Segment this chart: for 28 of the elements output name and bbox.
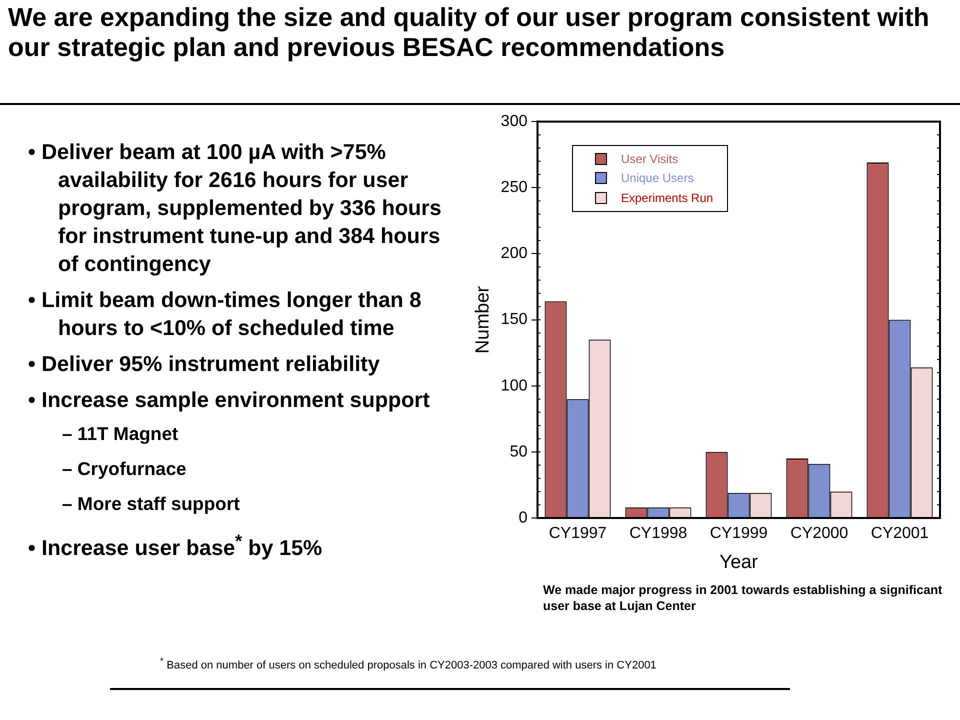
x-tick-label: CY1998 xyxy=(629,525,688,542)
text: • Deliver 95% instrument reliability xyxy=(28,351,381,378)
text: • Limit beam down-times longer than 8 hours to <10% of scheduled time xyxy=(28,287,422,342)
y-tick-label: 0 xyxy=(518,509,528,526)
y-tick-label: 200 xyxy=(500,245,528,262)
text: • Deliver beam at 100 µA with >75% availability for 2616 hours for user program, supplemented by 336 hours for instrument tune-up and 384 hours of contingency xyxy=(28,139,443,278)
legend-label: Unique Users xyxy=(621,171,694,186)
text: • Increase user base$^{*}$ by 15% xyxy=(28,530,324,562)
text: • Increase sample environment support xyxy=(28,387,431,414)
text: – Cryofurnace xyxy=(61,457,188,481)
text: – 11T Magnet xyxy=(61,422,180,446)
y-tick-label: 250 xyxy=(500,179,528,196)
text: $^{*}$ Based on number of users on scheduled proposals in CY2003-2003 compared with users in CY2001 xyxy=(160,656,658,672)
text: We made major progress in 2001 towards establishing a significant user base at Lujan Center xyxy=(543,582,944,614)
y-axis-title: Number xyxy=(472,285,494,354)
x-tick-label: CY1999 xyxy=(710,525,768,542)
x-tick-label: CY2000 xyxy=(790,525,848,542)
x-tick-label: CY2001 xyxy=(870,525,929,542)
y-tick-label: 300 xyxy=(500,113,528,130)
y-tick-label: 100 xyxy=(500,377,528,394)
y-tick-label: 150 xyxy=(500,311,528,328)
chart-title: We are expanding the size and quality of our user program consistent with our strategic plan and previous BESAC recommendations xyxy=(8,2,930,62)
legend-label: Experiments Run xyxy=(621,190,714,205)
x-axis-title: Year xyxy=(720,552,759,573)
y-tick-label: 50 xyxy=(510,443,528,460)
text: – More staff support xyxy=(61,492,241,516)
legend-label: User Visits xyxy=(621,152,678,166)
x-tick-label: CY1997 xyxy=(548,525,607,542)
